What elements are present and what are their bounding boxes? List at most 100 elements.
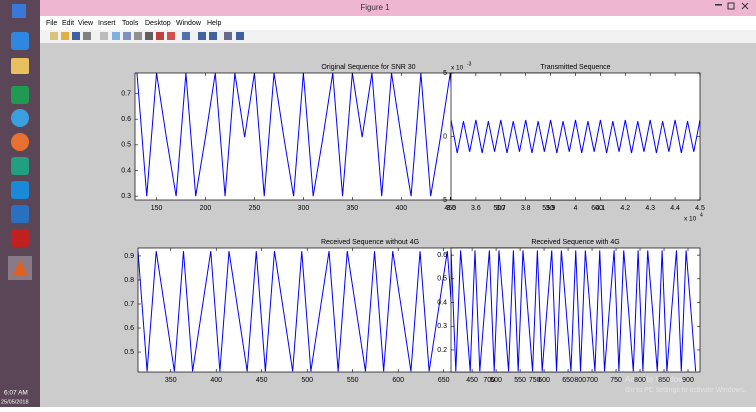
- app-icon[interactable]: [11, 133, 29, 151]
- x-tick-label: 600: [392, 377, 404, 384]
- x-tick-label: 800: [634, 377, 646, 384]
- start-button[interactable]: [12, 4, 26, 18]
- chart-title: Received Sequence without 4G: [321, 239, 419, 246]
- x-tick-label: 850: [658, 377, 670, 384]
- watermark-text: Go to PC settings to activate Windows.: [625, 387, 746, 394]
- x-tick-label: 250: [249, 205, 261, 212]
- x-tick-label: 200: [200, 205, 212, 212]
- tool-icon[interactable]: [182, 32, 190, 40]
- taskbar-date: 25/05/2018: [1, 399, 29, 405]
- tool-icon[interactable]: [145, 32, 153, 40]
- tool-icon[interactable]: [156, 32, 164, 40]
- y-tick-label: 0.2: [437, 347, 447, 354]
- tool-icon[interactable]: [167, 32, 175, 40]
- menu-item[interactable]: Edit: [62, 20, 74, 27]
- app-icon[interactable]: [11, 32, 29, 50]
- x-tick-label: 500: [490, 377, 502, 384]
- toolbar-icons: [50, 32, 244, 40]
- y-tick-label: 0.7: [124, 301, 134, 308]
- tool-icon[interactable]: [224, 32, 232, 40]
- menu-item[interactable]: File: [46, 20, 57, 27]
- x-tick-label: 350: [347, 205, 359, 212]
- x-exponent: 4: [700, 212, 703, 218]
- tool-icon[interactable]: [61, 32, 69, 40]
- chart-title: Original Sequence for SNR 30: [321, 64, 415, 71]
- x-tick-label: 150: [151, 205, 163, 212]
- app-icon[interactable]: [11, 58, 29, 74]
- chart-title: Transmitted Sequence: [540, 64, 610, 71]
- x-tick-label: 4.1: [596, 205, 606, 212]
- menu-item[interactable]: Insert: [98, 20, 116, 27]
- y-exponent: -3: [467, 61, 472, 67]
- x-tick-label: 500: [301, 377, 313, 384]
- tool-icon[interactable]: [123, 32, 131, 40]
- y-tick-label: 0.6: [121, 116, 131, 123]
- app-icon[interactable]: [11, 109, 29, 127]
- app-icon[interactable]: [11, 86, 29, 104]
- tool-icon[interactable]: [236, 32, 244, 40]
- menu-item[interactable]: Help: [207, 20, 222, 27]
- x-multiplier: x 10: [684, 216, 697, 223]
- x-tick-label: 3.6: [471, 205, 481, 212]
- x-tick-label: 900: [682, 377, 694, 384]
- x-tick-label: 400: [395, 205, 407, 212]
- plot-area: [451, 73, 700, 200]
- x-tick-label: 400: [210, 377, 222, 384]
- y-tick-label: 0.4: [121, 167, 131, 174]
- x-tick-label: 3.5: [446, 205, 456, 212]
- y-tick-label: -5: [441, 197, 447, 204]
- tool-icon[interactable]: [100, 32, 108, 40]
- x-tick-label: 4.4: [670, 205, 680, 212]
- x-tick-label: 4.5: [695, 205, 705, 212]
- y-tick-label: 0.4: [437, 299, 447, 306]
- x-tick-label: 3.7: [496, 205, 506, 212]
- y-tick-label: 0.6: [124, 325, 134, 332]
- chart-title: Received Sequence with 4G: [531, 239, 619, 246]
- x-tick-label: 800: [574, 377, 586, 384]
- tool-icon[interactable]: [83, 32, 91, 40]
- x-tick-label: 3.8: [521, 205, 531, 212]
- y-multiplier: x 10: [451, 65, 464, 72]
- x-tick-label: 700: [586, 377, 598, 384]
- x-tick-label: 600: [538, 377, 550, 384]
- y-tick-label: 5: [443, 70, 447, 77]
- x-tick-label: 650: [438, 377, 450, 384]
- x-tick-label: 550: [347, 377, 359, 384]
- minimize-button[interactable]: [715, 4, 722, 6]
- taskbar-icons: [8, 4, 32, 280]
- x-tick-label: 4.3: [645, 205, 655, 212]
- menu-item[interactable]: Desktop: [145, 20, 171, 27]
- tool-icon[interactable]: [209, 32, 217, 40]
- menu-item[interactable]: Window: [176, 20, 202, 27]
- x-tick-label: 350: [165, 377, 177, 384]
- app-icon[interactable]: [11, 157, 29, 175]
- y-tick-label: 0.6: [437, 252, 447, 259]
- window-title: Figure 1: [360, 3, 390, 12]
- tool-icon[interactable]: [72, 32, 80, 40]
- app-icon[interactable]: [11, 229, 29, 247]
- y-tick-label: 0.7: [121, 90, 131, 97]
- x-tick-label: 4.2: [620, 205, 630, 212]
- x-tick-label: 750: [610, 377, 622, 384]
- app-icon[interactable]: [11, 205, 29, 223]
- y-tick-label: 0.5: [124, 349, 134, 356]
- x-tick-label: 650: [562, 377, 574, 384]
- page: Figure 1 6:07 AM 25/05/201: [0, 0, 756, 407]
- tool-icon[interactable]: [198, 32, 206, 40]
- taskbar-time: 6:07 AM: [4, 390, 28, 397]
- menu-item[interactable]: Tools: [122, 20, 139, 27]
- app-icon[interactable]: [11, 181, 29, 199]
- x-tick-label: 450: [256, 377, 268, 384]
- tool-icon[interactable]: [134, 32, 142, 40]
- x-tick-label: 450: [466, 377, 478, 384]
- y-tick-label: 0.8: [124, 277, 134, 284]
- y-tick-label: 0: [443, 133, 447, 140]
- menu-item[interactable]: View: [78, 20, 94, 27]
- tool-icon[interactable]: [112, 32, 120, 40]
- y-tick-label: 0.5: [437, 276, 447, 283]
- y-tick-label: 0.3: [437, 323, 447, 330]
- x-tick-label: 300: [298, 205, 310, 212]
- tool-icon[interactable]: [50, 32, 58, 40]
- y-tick-label: 0.3: [121, 193, 131, 200]
